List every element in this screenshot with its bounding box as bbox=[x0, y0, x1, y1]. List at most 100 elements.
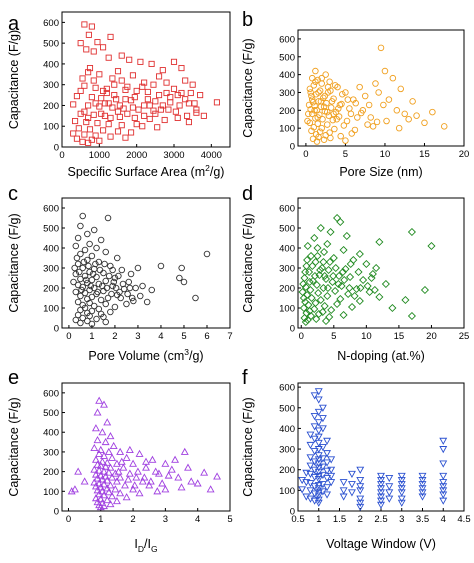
data-point bbox=[312, 78, 319, 86]
data-point bbox=[356, 466, 365, 474]
x-axis-title: Pore Size (nm) bbox=[339, 165, 422, 179]
data-point bbox=[427, 241, 436, 251]
data-point bbox=[326, 78, 333, 86]
panel-letter: d bbox=[242, 183, 253, 205]
data-point bbox=[193, 109, 200, 116]
data-point bbox=[307, 89, 314, 96]
x-tick-label: 20 bbox=[426, 331, 437, 342]
y-tick-label: 200 bbox=[279, 465, 295, 476]
data-point bbox=[372, 263, 381, 273]
data-point bbox=[142, 457, 150, 465]
data-point bbox=[111, 469, 120, 477]
data-point bbox=[307, 293, 316, 303]
data-point bbox=[315, 270, 324, 280]
data-point bbox=[116, 473, 125, 481]
y-tick-label: 0 bbox=[290, 142, 295, 153]
data-point bbox=[90, 48, 97, 55]
data-point bbox=[418, 481, 427, 489]
data-point bbox=[85, 114, 92, 121]
data-point bbox=[337, 132, 344, 140]
data-point bbox=[310, 271, 319, 281]
data-point bbox=[100, 467, 108, 475]
y-axis-title: Capacitance (F/g) bbox=[7, 30, 21, 129]
data-point bbox=[187, 89, 194, 97]
y-tick-label: 100 bbox=[279, 304, 295, 315]
data-point bbox=[356, 477, 365, 485]
x-tick-label: 3 bbox=[399, 514, 404, 525]
x-tick-label: 2 bbox=[130, 514, 135, 525]
data-point bbox=[323, 121, 331, 128]
data-point bbox=[316, 295, 325, 305]
data-point bbox=[79, 212, 86, 220]
data-point bbox=[111, 303, 119, 311]
data-point bbox=[108, 492, 117, 500]
data-point bbox=[316, 265, 325, 275]
data-point bbox=[314, 408, 323, 417]
x-axis-title: ID/IG bbox=[134, 537, 157, 554]
y-tick-label: 100 bbox=[279, 486, 295, 497]
y-tick-label: 500 bbox=[43, 408, 59, 419]
data-point bbox=[156, 73, 163, 80]
data-point bbox=[356, 83, 363, 91]
panel-d: 0 5 10 15 20 25 0 100 200 300 400 500 600 N-doping (a… bbox=[241, 183, 469, 363]
data-point bbox=[368, 269, 377, 279]
x-tick-label: 3000 bbox=[163, 150, 184, 161]
data-point bbox=[310, 423, 319, 431]
panel-letter: b bbox=[242, 9, 253, 31]
data-point bbox=[182, 77, 189, 84]
data-point bbox=[130, 297, 137, 305]
data-point bbox=[156, 92, 163, 99]
data-point bbox=[142, 463, 150, 471]
data-point bbox=[354, 267, 363, 277]
data-point bbox=[413, 112, 420, 119]
data-point bbox=[301, 282, 310, 292]
data-point bbox=[140, 473, 149, 481]
data-point bbox=[340, 275, 349, 285]
data-point bbox=[397, 485, 406, 493]
data-point bbox=[306, 441, 315, 450]
data-point bbox=[319, 283, 328, 293]
data-point bbox=[139, 123, 146, 130]
data-point bbox=[310, 435, 319, 443]
data-point bbox=[124, 110, 131, 117]
data-point bbox=[381, 279, 390, 289]
data-point bbox=[407, 227, 416, 237]
data-point bbox=[189, 81, 196, 88]
data-point bbox=[342, 137, 349, 144]
data-point bbox=[97, 236, 105, 244]
data-point bbox=[85, 69, 92, 76]
data-point bbox=[84, 230, 91, 238]
y-tick-label: 0 bbox=[54, 324, 59, 335]
data-point bbox=[355, 249, 364, 259]
data-point bbox=[308, 261, 317, 271]
data-point bbox=[95, 490, 104, 498]
data-point bbox=[380, 101, 387, 109]
data-point bbox=[112, 497, 121, 505]
data-point bbox=[299, 279, 308, 289]
data-point bbox=[94, 288, 101, 296]
data-point bbox=[135, 106, 142, 113]
data-point bbox=[322, 132, 329, 139]
y-tick-label: 600 bbox=[43, 388, 59, 399]
x-tick-label: 10 bbox=[361, 331, 372, 342]
data-point bbox=[171, 455, 180, 463]
data-point bbox=[152, 98, 159, 105]
data-point bbox=[182, 96, 189, 103]
data-point bbox=[129, 72, 136, 79]
y-tick-label: 300 bbox=[279, 264, 295, 275]
data-point bbox=[148, 60, 155, 67]
data-point bbox=[81, 131, 88, 138]
data-point bbox=[331, 125, 338, 133]
data-point bbox=[150, 81, 157, 88]
x-tick-label: 15 bbox=[394, 331, 405, 342]
data-point bbox=[355, 296, 364, 306]
y-tick-label: 300 bbox=[279, 88, 295, 99]
data-point bbox=[77, 275, 84, 283]
y-tick-label: 0 bbox=[290, 324, 295, 335]
data-point bbox=[83, 119, 90, 126]
data-point bbox=[385, 474, 394, 483]
data-point bbox=[329, 271, 338, 281]
data-point bbox=[148, 286, 156, 294]
data-point bbox=[356, 487, 365, 495]
